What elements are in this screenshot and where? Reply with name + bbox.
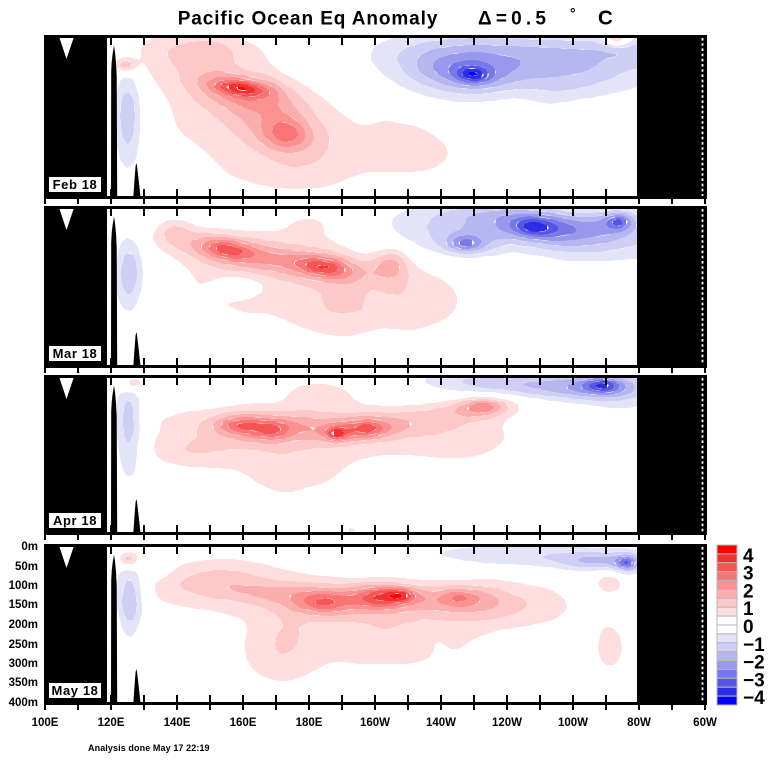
svg-text:350m: 350m (9, 677, 38, 689)
svg-text:160E: 160E (230, 717, 257, 729)
svg-text:100W: 100W (558, 717, 588, 729)
svg-text:−1: −1 (743, 635, 765, 656)
svg-text:°: ° (570, 5, 576, 21)
svg-text:Δ=0.5: Δ=0.5 (478, 9, 550, 30)
svg-text:120E: 120E (98, 717, 125, 729)
svg-text:−4: −4 (743, 688, 765, 709)
svg-text:Apr 18: Apr 18 (53, 513, 97, 528)
svg-text:May 18: May 18 (52, 683, 99, 698)
svg-text:50m: 50m (15, 561, 38, 573)
svg-text:140E: 140E (164, 717, 191, 729)
svg-text:80W: 80W (627, 717, 651, 729)
svg-text:160W: 160W (360, 717, 390, 729)
svg-text:250m: 250m (9, 639, 38, 651)
svg-text:−3: −3 (743, 670, 765, 691)
svg-text:4: 4 (743, 546, 754, 567)
svg-text:3: 3 (743, 564, 754, 585)
svg-text:200m: 200m (9, 619, 38, 631)
svg-text:60W: 60W (693, 717, 717, 729)
svg-text:100m: 100m (9, 580, 38, 592)
svg-text:1: 1 (743, 599, 754, 620)
svg-text:150m: 150m (9, 599, 38, 611)
svg-text:0: 0 (743, 617, 754, 638)
svg-text:2: 2 (743, 581, 754, 602)
svg-text:180E: 180E (296, 717, 323, 729)
svg-text:C: C (598, 7, 613, 30)
svg-text:Feb 18: Feb 18 (53, 177, 98, 192)
svg-text:400m: 400m (9, 697, 38, 709)
svg-text:Analysis done May 17 22:19: Analysis done May 17 22:19 (88, 743, 210, 753)
svg-text:0m: 0m (21, 541, 38, 553)
svg-text:Pacific Ocean Eq Anomaly: Pacific Ocean Eq Anomaly (178, 9, 439, 30)
svg-text:300m: 300m (9, 658, 38, 670)
svg-text:−2: −2 (743, 653, 765, 674)
svg-text:140W: 140W (426, 717, 456, 729)
svg-text:120W: 120W (492, 717, 522, 729)
svg-text:Mar 18: Mar 18 (53, 346, 98, 361)
svg-text:100E: 100E (32, 717, 59, 729)
